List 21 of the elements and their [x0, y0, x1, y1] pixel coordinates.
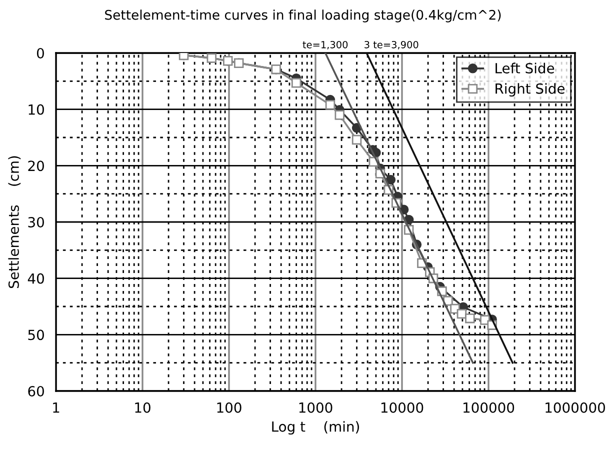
legend-label: Left Side: [496, 62, 554, 74]
y-tick-label: 40: [28, 273, 44, 284]
y-axis-title: Settlements (cm): [8, 156, 21, 288]
legend-label: Right Side: [496, 83, 565, 97]
y-tick-label: 30: [28, 216, 44, 228]
x-tick-label: 1000000: [546, 402, 606, 413]
y-tick-label: 0: [36, 48, 44, 58]
x-axis-title: Log t (min): [272, 421, 359, 435]
annotation: te=1,300: [302, 40, 348, 50]
chart-title: Settelement-time curves in final loading stage(0.4kg/cm^2): [105, 10, 501, 22]
x-tick-label: 10000: [381, 402, 424, 413]
x-tick-label: 1: [53, 402, 60, 413]
x-tick-label: 100000: [464, 402, 514, 413]
y-tick-label: 50: [28, 330, 44, 340]
y-tick-label: 20: [28, 160, 44, 172]
y-tick-label: 10: [28, 104, 44, 115]
annotation: 3 te=3,900: [364, 40, 418, 50]
x-tick-label: 1000: [299, 402, 332, 413]
x-tick-label: 10: [135, 402, 150, 413]
y-tick-label: 60: [28, 386, 44, 396]
x-tick-label: 100: [217, 402, 242, 413]
